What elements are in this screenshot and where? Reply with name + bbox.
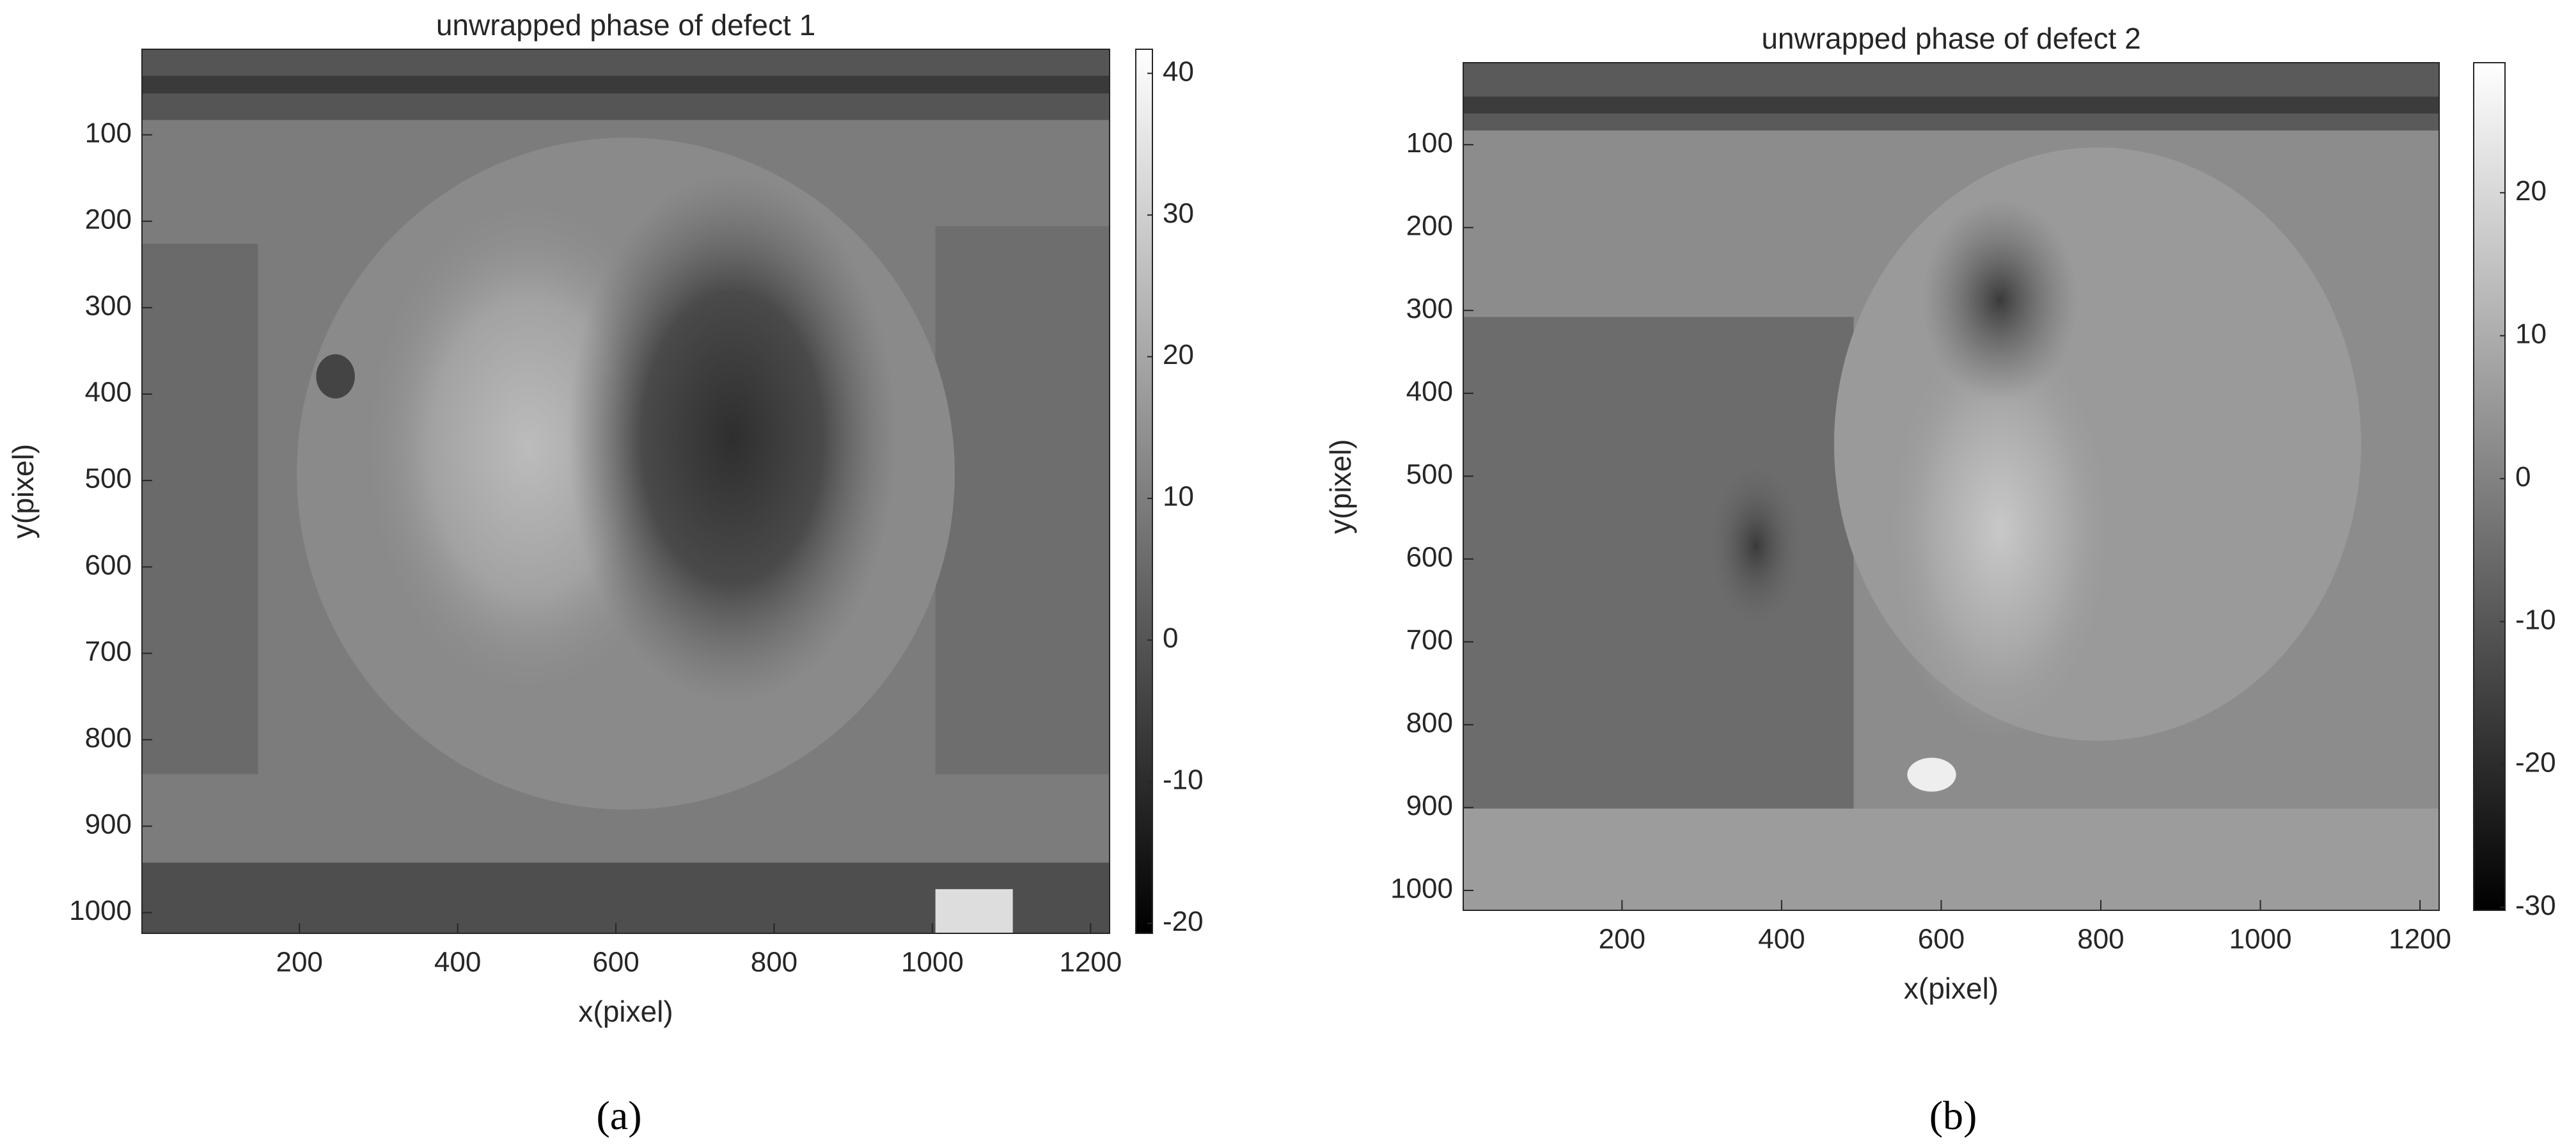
colorbar-tick-label: 30 xyxy=(1163,198,1194,229)
y-tick-label: 600 xyxy=(85,550,132,581)
y-tick-label: 300 xyxy=(85,290,132,322)
heatmap-image xyxy=(1463,63,2439,910)
y-tick-label: 200 xyxy=(85,203,132,235)
y-axis-label: y(pixel) xyxy=(6,444,40,539)
colorbar-tick-label: 10 xyxy=(1163,481,1194,512)
y-tick-label: 500 xyxy=(1406,459,1453,490)
colorbar-tick-label: -20 xyxy=(2515,747,2556,779)
x-tick-label: 1000 xyxy=(2229,924,2292,955)
y-tick-label: 900 xyxy=(85,809,132,840)
x-axis-label: x(pixel) xyxy=(578,995,673,1028)
chart-title: unwrapped phase of defect 1 xyxy=(436,8,815,42)
y-tick-label: 500 xyxy=(85,463,132,494)
y-tick-label: 100 xyxy=(85,117,132,148)
y-tick-label: 1000 xyxy=(1390,873,1453,905)
x-tick-label: 400 xyxy=(1758,924,1805,955)
panel-label: (b) xyxy=(1929,1093,1977,1138)
colorbar-tick-label: 20 xyxy=(2515,175,2547,207)
colorbar-tick-label: -10 xyxy=(1163,764,1204,796)
colorbar xyxy=(2473,62,2506,911)
y-tick-label: 800 xyxy=(1406,707,1453,738)
colorbar-tick-label: -20 xyxy=(1163,906,1204,937)
y-tick-label: 1000 xyxy=(69,895,132,926)
y-tick-label: 400 xyxy=(85,377,132,408)
y-tick-label: 200 xyxy=(1406,210,1453,241)
x-tick-label: 200 xyxy=(276,947,322,978)
x-tick-label: 1200 xyxy=(1059,947,1122,978)
x-tick-label: 800 xyxy=(2077,924,2124,955)
panel-label: (a) xyxy=(596,1093,641,1138)
axes-box xyxy=(1463,62,2440,911)
colorbar-tick-label: 40 xyxy=(1163,56,1194,87)
colorbar-tick-label: -10 xyxy=(2515,604,2556,635)
x-tick-label: 400 xyxy=(434,947,481,978)
chart-title: unwrapped phase of defect 2 xyxy=(1761,22,2140,55)
y-tick-label: 400 xyxy=(1406,376,1453,407)
y-tick-label: 800 xyxy=(85,722,132,754)
y-tick-label: 300 xyxy=(1406,293,1453,324)
y-axis-label: y(pixel) xyxy=(1324,439,1357,534)
colorbar-tick-label: 10 xyxy=(2515,318,2547,349)
y-tick-label: 900 xyxy=(1406,790,1453,821)
colorbar-tick-label: 20 xyxy=(1163,339,1194,370)
colorbar xyxy=(1135,49,1153,934)
x-tick-label: 1000 xyxy=(901,947,964,978)
x-tick-label: 600 xyxy=(1918,924,1965,955)
colorbar-tick-label: 0 xyxy=(2515,461,2531,493)
y-tick-label: 700 xyxy=(1406,624,1453,656)
heatmap-image xyxy=(142,49,1110,933)
y-tick-label: 600 xyxy=(1406,541,1453,573)
colorbar-tick-label: -30 xyxy=(2515,890,2556,921)
x-tick-label: 200 xyxy=(1599,924,1645,955)
colorbar-tick-label: 0 xyxy=(1163,622,1178,654)
x-axis-label: x(pixel) xyxy=(1904,972,1999,1005)
axes-box xyxy=(141,49,1110,934)
x-tick-label: 800 xyxy=(751,947,797,978)
x-tick-label: 1200 xyxy=(2389,924,2451,955)
y-tick-label: 100 xyxy=(1406,127,1453,159)
x-tick-label: 600 xyxy=(592,947,639,978)
y-tick-label: 700 xyxy=(85,636,132,667)
